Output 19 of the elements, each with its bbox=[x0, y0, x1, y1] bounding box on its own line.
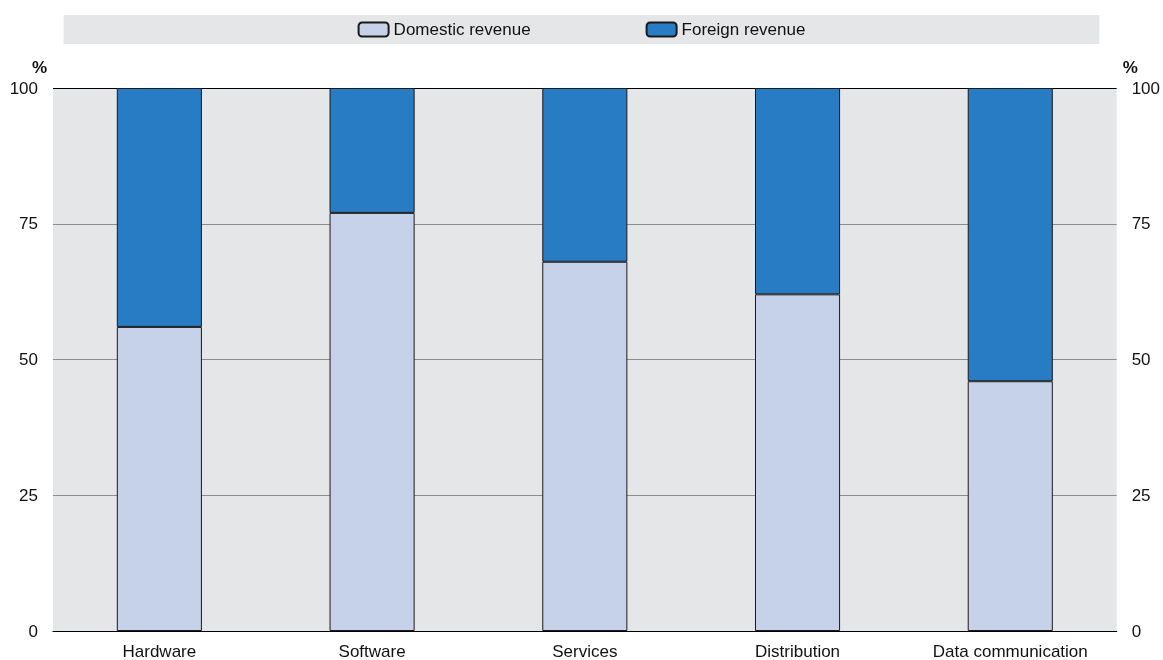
y2-tick-label: 100 bbox=[1131, 78, 1161, 98]
y2-tick-label: 0 bbox=[1131, 621, 1142, 641]
y-tick-label: 0 bbox=[28, 621, 38, 641]
y2-axis-title: % bbox=[1122, 58, 1138, 77]
x-tick-label: Software bbox=[338, 642, 406, 660]
x-tick-label: Data communication bbox=[932, 642, 1088, 660]
x-tick-label: Distribution bbox=[755, 642, 841, 660]
y-tick-label: 75 bbox=[19, 214, 38, 234]
x-tick-label: Services bbox=[552, 642, 618, 660]
y2-tick-label: 50 bbox=[1131, 350, 1151, 369]
y2-tick-label: 25 bbox=[1131, 485, 1151, 505]
x-tick-label: Hardware bbox=[122, 642, 197, 660]
legend-label: Domestic revenue bbox=[393, 20, 531, 39]
y-tick-label: 100 bbox=[9, 78, 38, 98]
y-axis-title: % bbox=[31, 58, 47, 77]
legend-label: Foreign revenue bbox=[681, 20, 806, 39]
y-tick-label: 50 bbox=[19, 350, 38, 369]
y2-tick-label: 75 bbox=[1131, 214, 1151, 234]
y-tick-label: 25 bbox=[19, 485, 38, 505]
